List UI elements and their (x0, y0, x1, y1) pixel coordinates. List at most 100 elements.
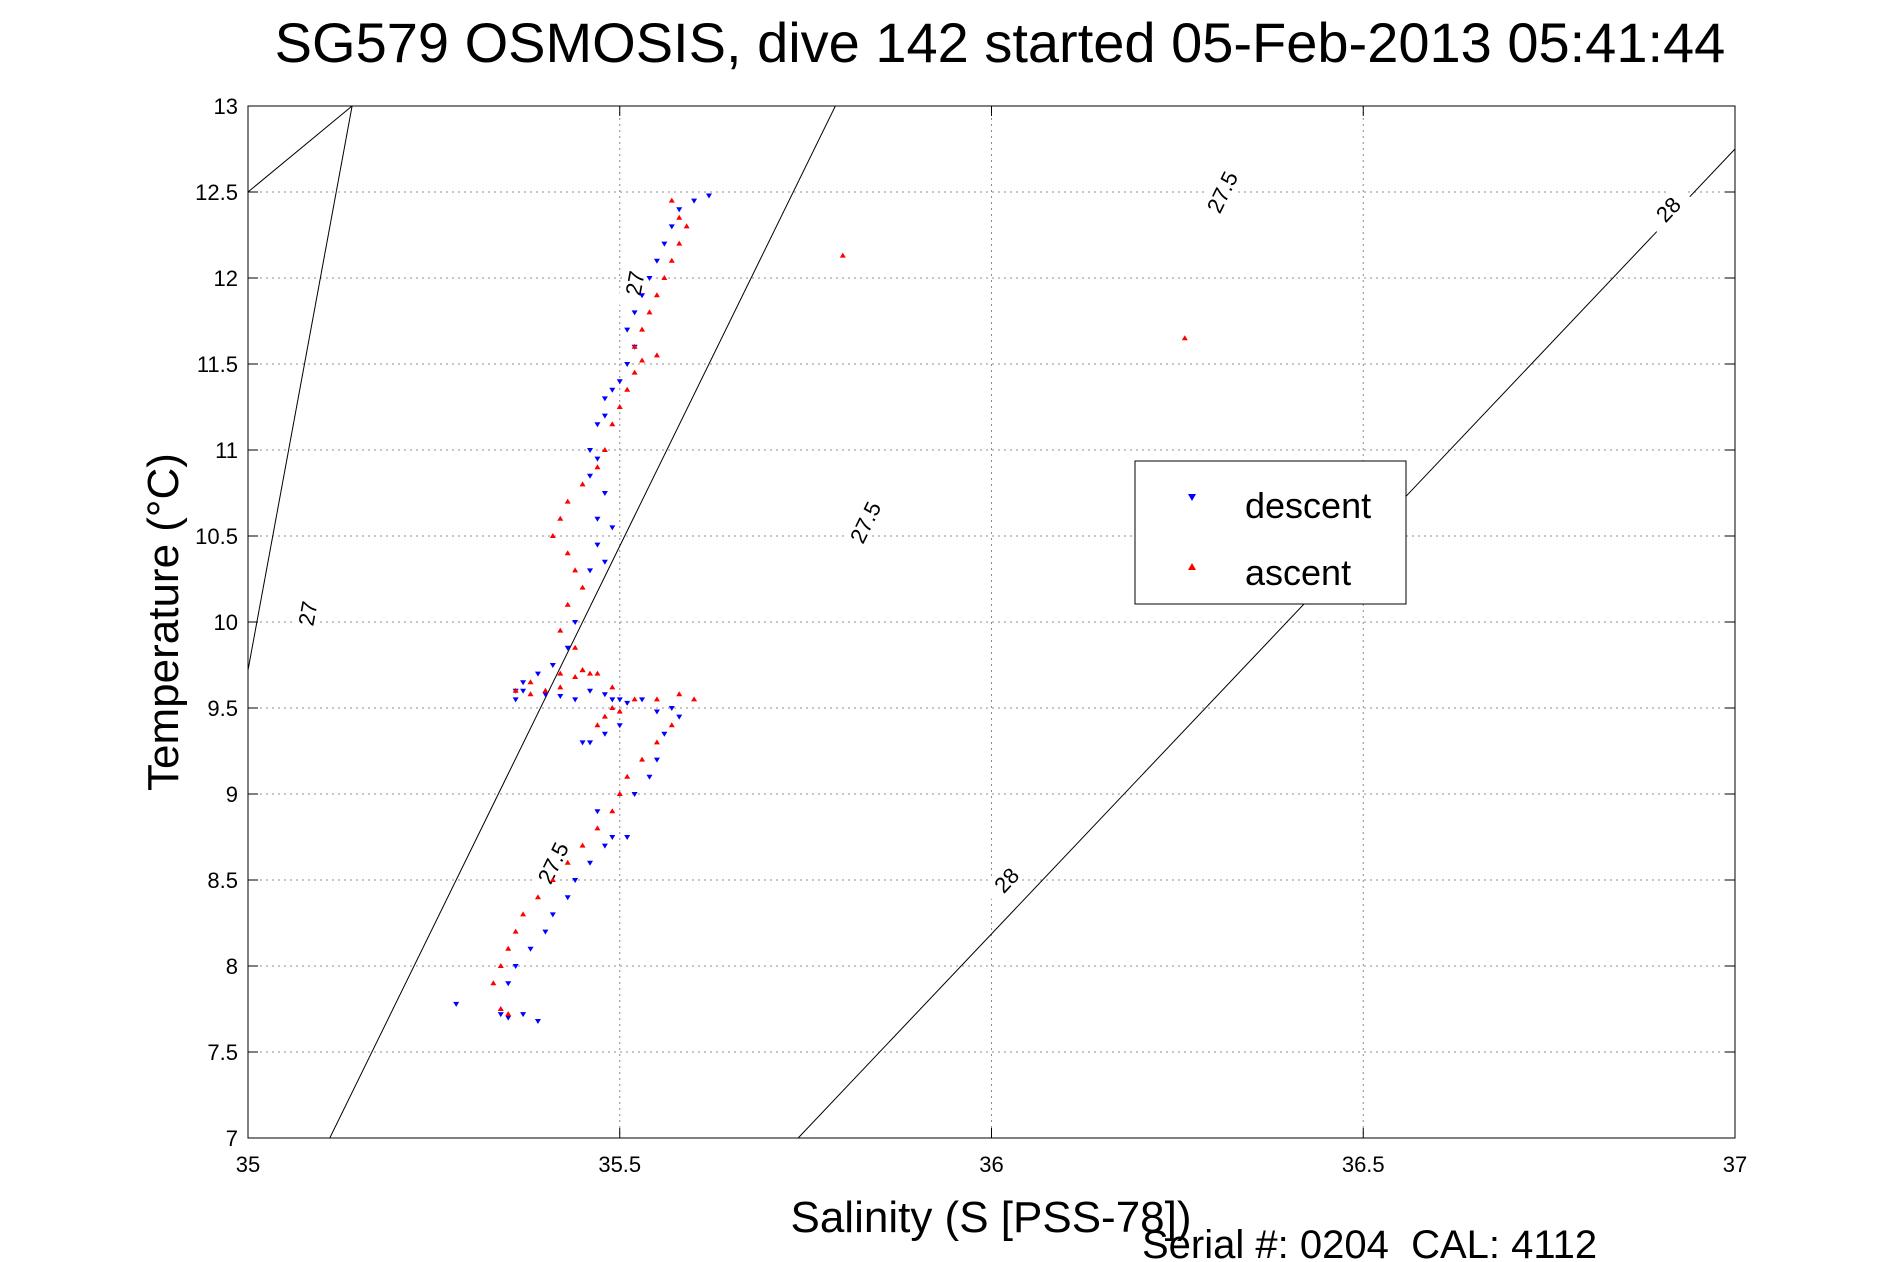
descent-point (616, 697, 623, 703)
series-ascent (490, 197, 1188, 1017)
descent-point (653, 258, 660, 264)
descent-point (572, 620, 579, 625)
ascent-point (624, 773, 631, 779)
legend-marker-ascent (1188, 563, 1196, 570)
ascent-point (631, 343, 638, 349)
series-descent (453, 193, 712, 1025)
descent-point (668, 224, 675, 230)
descent-point (624, 700, 631, 706)
ascent-point (520, 911, 527, 917)
chart-title: SG579 OSMOSIS, dive 142 started 05-Feb-2… (275, 11, 1726, 74)
ascent-point (505, 945, 512, 951)
descent-point (587, 448, 594, 453)
ascent-point (676, 240, 683, 246)
ascent-point (505, 1011, 512, 1017)
descent-point (705, 193, 712, 199)
ascent-point (564, 601, 571, 607)
ascent-point (572, 644, 579, 650)
axis-ticks: 35 35.5 36 36.5 37 7 7.5 8 8.5 9 9.5 10 10.5 11 11.5 12… (195, 94, 1747, 1177)
ascent-point (616, 791, 623, 796)
descent-point (542, 692, 549, 698)
descent-point (639, 293, 646, 299)
descent-point (624, 327, 631, 333)
descent-point (661, 731, 668, 737)
ascent-point (549, 533, 556, 538)
ascent-point (1181, 335, 1188, 341)
descent-point (453, 1001, 460, 1007)
descent-point (601, 843, 608, 849)
descent-point (631, 792, 638, 797)
ascent-point (572, 674, 579, 680)
contour-line-27-5 (329, 106, 836, 1138)
ascent-point (512, 928, 519, 934)
descent-point (691, 198, 698, 204)
ascent-point (564, 550, 571, 556)
ascent-point (639, 756, 646, 762)
descent-point (579, 740, 586, 746)
ascent-point (601, 713, 608, 719)
x-tick-label: 37 (1723, 1152, 1747, 1177)
ascent-point (639, 326, 646, 332)
descent-point (587, 740, 594, 746)
ascent-point (557, 515, 564, 521)
descent-point (520, 680, 527, 686)
x-tick-label: 36.5 (1342, 1152, 1385, 1177)
descent-point (616, 723, 623, 729)
contour-label-bg (1642, 182, 1693, 235)
serial-cal-text: Serial #: 0204 CAL: 4112 (1142, 1223, 1597, 1262)
descent-point (601, 491, 608, 496)
ascent-point (572, 567, 579, 573)
ascent-point (609, 808, 616, 814)
x-tick-label: 36 (979, 1152, 1003, 1177)
descent-point (512, 964, 519, 969)
ascent-point (631, 369, 638, 375)
ascent-point (676, 691, 683, 697)
ascent-point (668, 257, 675, 263)
contour-line-27 (248, 106, 353, 671)
ascent-point (564, 859, 571, 865)
ascent-point (564, 498, 571, 504)
descent-point (653, 709, 660, 715)
descent-point (572, 878, 579, 883)
descent-point (587, 688, 594, 694)
descent-point (587, 860, 594, 866)
descent-point (609, 525, 616, 531)
ascent-point (668, 197, 675, 203)
descent-point (624, 362, 631, 367)
descent-point (564, 645, 571, 651)
ascent-point (653, 696, 660, 702)
legend-box (1134, 460, 1407, 605)
descent-point (594, 542, 601, 548)
ascent-point (579, 584, 586, 590)
y-tick-label: 11 (215, 438, 238, 463)
y-axis-label: Temperature (°C) (139, 453, 188, 791)
legend: descent ascent (1134, 460, 1407, 605)
descent-point (609, 835, 616, 840)
ascent-point (839, 252, 846, 258)
contour-label-bg (842, 494, 886, 549)
ascent-point (497, 1006, 504, 1011)
descent-point (601, 692, 608, 698)
x-tick-label: 35.5 (598, 1152, 641, 1177)
ascent-point (668, 722, 675, 728)
descent-point (542, 929, 549, 935)
descent-point (646, 276, 653, 281)
ascent-point (542, 687, 549, 693)
y-tick-label: 12.5 (195, 180, 238, 205)
descent-point (609, 697, 616, 703)
descent-point (505, 981, 512, 987)
descent-point (594, 809, 601, 815)
descent-point (534, 671, 541, 677)
ascent-point (653, 352, 660, 358)
ascent-point (534, 894, 541, 900)
descent-point (527, 946, 534, 952)
ascent-point (557, 684, 564, 690)
ascent-point (594, 670, 601, 676)
ascent-point (579, 667, 586, 673)
descent-point (594, 422, 601, 428)
y-tick-label: 11.5 (197, 352, 238, 377)
y-tick-label: 8.5 (207, 868, 238, 893)
legend-label-descent: descent (1245, 485, 1371, 526)
